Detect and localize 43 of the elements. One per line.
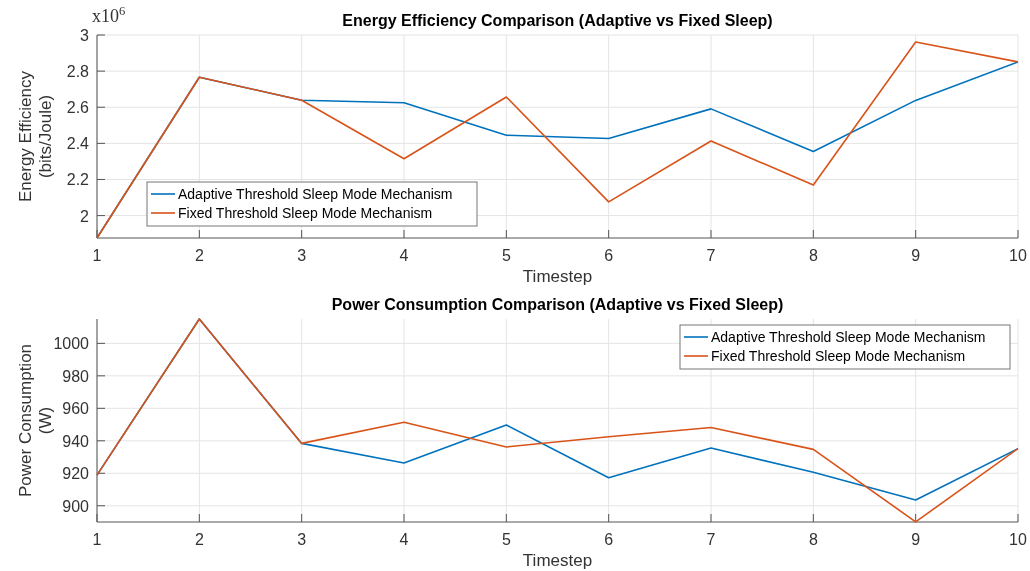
legend-label: Adaptive Threshold Sleep Mode Mechanism	[711, 329, 986, 345]
x-tick-label: 2	[194, 247, 204, 264]
x-tick-label: 5	[501, 247, 511, 264]
y-axis-title: Power Consumption (W)	[16, 343, 55, 498]
y-tick-label: 1000	[53, 335, 90, 353]
x-tick-label: 2	[194, 531, 204, 548]
y-tick-label: 2	[80, 207, 90, 225]
y-tick-label: 2.8	[66, 63, 90, 81]
x-tick-label: 3	[297, 247, 307, 264]
y-tick-label: 2.6	[66, 99, 90, 117]
x-tick-label: 4	[399, 247, 409, 264]
y-tick-label: 960	[62, 400, 90, 418]
x-tick-label: 9	[911, 247, 921, 264]
legend-label: Adaptive Threshold Sleep Mode Mechanism	[178, 186, 453, 202]
text: x10$^{6}$	[92, 4, 126, 26]
x-tick-label: 3	[297, 531, 307, 548]
chart-title: Power Consumption Comparison (Adaptive vs Fixed Sleep)	[331, 296, 784, 313]
x-tick-label: 8	[808, 531, 818, 548]
x-tick-label: 7	[706, 531, 716, 548]
legend-label: Fixed Threshold Sleep Mode Mechanism	[711, 348, 966, 364]
y-tick-label: 980	[62, 367, 90, 385]
x-tick-label: 10	[1009, 531, 1027, 548]
x-tick-label: 10	[1009, 247, 1027, 264]
y-tick-label: 3	[80, 27, 90, 44]
x-tick-label: 5	[501, 531, 511, 548]
y-tick-label: 920	[62, 465, 90, 483]
x-tick-label: 1	[92, 531, 102, 548]
legend-label: Fixed Threshold Sleep Mode Mechanism	[178, 205, 433, 221]
y-tick-label: 2.2	[66, 171, 90, 189]
y-axis-title: Energy Efficiency (bits/Joule)	[16, 70, 55, 203]
x-tick-label: 8	[808, 247, 818, 264]
x-tick-label: 6	[604, 247, 614, 264]
y-tick-label: 2.4	[66, 135, 90, 153]
x-tick-label: 4	[399, 531, 409, 548]
y-tick-label: 940	[62, 432, 90, 450]
y-tick-label: 900	[62, 497, 90, 515]
x-tick-label: 6	[604, 531, 614, 548]
chart-title: Energy Efficiency Comparison (Adaptive vs Fixed Sleep)	[342, 12, 773, 29]
x-axis-title: Timestep	[522, 267, 593, 286]
x-tick-label: 1	[92, 247, 102, 264]
x-axis-title: Timestep	[522, 551, 593, 570]
x-tick-label: 7	[706, 247, 716, 264]
x-tick-label: 9	[911, 531, 921, 548]
